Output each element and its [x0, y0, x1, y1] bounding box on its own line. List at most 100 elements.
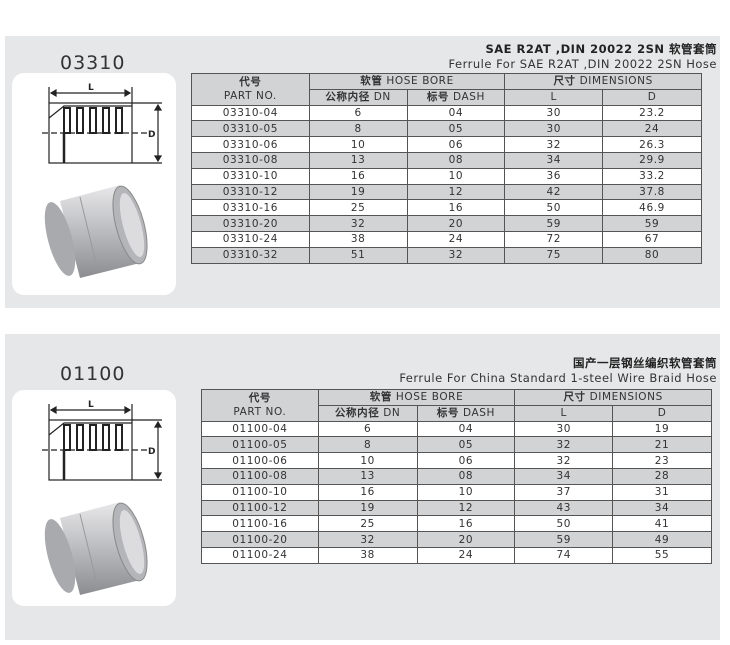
table-cell: 38 [308, 230, 408, 248]
table-row: 01100-05 8 05 32 21 [201, 436, 712, 454]
table-cell: 13 [308, 151, 408, 169]
table-cell: 19 [308, 183, 408, 201]
table-cell: 03310-08 [191, 151, 310, 169]
table-cell: 8 [317, 436, 418, 454]
table-cell: 01100-20 [201, 531, 319, 548]
header-d: D [612, 404, 712, 422]
section-title: 国产一层钢丝编织软管套筒 Ferrule For China Standard … [399, 356, 717, 386]
table-cell: 59 [514, 531, 614, 548]
length-label: L [88, 83, 94, 93]
table-cell: 06 [416, 452, 516, 469]
table-row: 01100-08 13 08 34 28 [201, 467, 712, 485]
table-cell: 67 [602, 230, 702, 248]
table-cell: 03310-10 [191, 167, 310, 185]
table-cell: 16 [308, 167, 408, 185]
ferrule-section-drawing [42, 87, 163, 164]
table-cell: 03310-20 [191, 215, 310, 232]
table-cell: 8 [308, 120, 408, 138]
table-cell: 32 [514, 452, 614, 469]
title-en: Ferrule For China Standard 1-steel Wire … [399, 371, 717, 385]
table-cell: 03310-24 [191, 230, 310, 248]
table-cell: 31 [612, 483, 712, 501]
product-image-card: L D [12, 390, 176, 606]
table-cell: 03310-16 [191, 199, 310, 217]
header-dash: 标号 DASH [416, 404, 516, 422]
title-zh: 国产一层钢丝编织软管套筒 [573, 356, 717, 370]
table-cell: 49 [612, 531, 712, 548]
table-cell: 80 [602, 246, 702, 264]
table-cell: 74 [514, 546, 614, 564]
table-cell: 6 [308, 104, 408, 122]
table-cell: 16 [406, 199, 506, 217]
table-cell: 03310-04 [191, 104, 310, 122]
header-dimensions: 尺寸 DIMENSIONS [504, 73, 702, 90]
table-cell: 50 [514, 515, 614, 533]
title-zh: SAE R2AT ,DIN 20022 2SN 软管套筒 [485, 42, 717, 56]
table-cell: 34 [504, 151, 604, 169]
table-row: 03310-08 13 08 34 29.9 [191, 151, 702, 169]
table-row: 01100-16 25 16 50 41 [201, 515, 712, 533]
table-row: 03310-16 25 16 50 46.9 [191, 199, 702, 217]
table-row: 03310-10 16 10 36 33.2 [191, 167, 702, 185]
table-cell: 32 [317, 531, 418, 548]
table-cell: 10 [308, 136, 408, 153]
table-row: 03310-12 19 12 42 37.8 [191, 183, 702, 201]
length-label: L [88, 400, 94, 410]
table-cell: 10 [317, 452, 418, 469]
table-cell: 33.2 [602, 167, 702, 185]
table-cell: 23.2 [602, 104, 702, 122]
table-cell: 37 [514, 483, 614, 501]
table-cell: 21 [612, 436, 712, 454]
table-cell: 12 [416, 499, 516, 517]
header-l: L [514, 404, 614, 422]
table-cell: 01100-04 [201, 420, 319, 438]
table-cell: 01100-05 [201, 436, 319, 454]
header-hose-bore: 软管 HOSE BORE [308, 73, 506, 90]
ferrule-section-drawing [42, 404, 163, 481]
table-cell: 12 [406, 183, 506, 201]
table-cell: 72 [504, 230, 604, 248]
table-cell: 38 [317, 546, 418, 564]
table-row: 03310-20 32 20 59 59 [191, 215, 702, 232]
table-cell: 28 [612, 467, 712, 485]
table-cell: 24 [406, 230, 506, 248]
table-row: 01100-06 10 06 32 23 [201, 452, 712, 469]
table-cell: 32 [514, 436, 614, 454]
table-cell: 01100-08 [201, 467, 319, 485]
table-cell: 13 [317, 467, 418, 485]
table-cell: 59 [504, 215, 604, 232]
header-dimensions: 尺寸 DIMENSIONS [514, 389, 712, 406]
table-cell: 01100-16 [201, 515, 319, 533]
section-title: SAE R2AT ,DIN 20022 2SN 软管套筒 Ferrule For… [449, 42, 717, 72]
table-row: 01100-24 38 24 74 55 [201, 546, 712, 564]
diameter-label: D [148, 447, 155, 457]
table-row: 01100-12 19 12 43 34 [201, 499, 712, 517]
header-part-no: 代号 PART NO. [201, 389, 319, 422]
table-cell: 26.3 [602, 136, 702, 153]
table-cell: 32 [406, 246, 506, 264]
table-cell: 30 [504, 120, 604, 138]
table-cell: 05 [416, 436, 516, 454]
diameter-label: D [148, 130, 155, 140]
table-row: 01100-20 32 20 59 49 [201, 531, 712, 548]
table-cell: 24 [602, 120, 702, 138]
table-cell: 16 [317, 483, 418, 501]
table-cell: 20 [406, 215, 506, 232]
table-cell: 03310-32 [191, 246, 310, 264]
table-cell: 29.9 [602, 151, 702, 169]
table-cell: 03310-12 [191, 183, 310, 201]
header-part-no: 代号 PART NO. [191, 73, 310, 106]
spec-table: 代号 PART NO. 软管 HOSE BORE 尺寸 DIMENSIONS 公称… [191, 73, 702, 264]
table-cell: 04 [406, 104, 506, 122]
header-dash: 标号 DASH [406, 88, 506, 106]
table-cell: 59 [602, 215, 702, 232]
table-cell: 05 [406, 120, 506, 138]
table-row: 01100-04 6 04 30 19 [201, 420, 712, 438]
table-cell: 01100-24 [201, 546, 319, 564]
table-row: 03310-05 8 05 30 24 [191, 120, 702, 138]
header-hose-bore: 软管 HOSE BORE [317, 389, 516, 406]
table-cell: 06 [406, 136, 506, 153]
ferrule-3d-image [44, 185, 148, 278]
table-cell: 34 [514, 467, 614, 485]
header-d: D [602, 88, 702, 106]
